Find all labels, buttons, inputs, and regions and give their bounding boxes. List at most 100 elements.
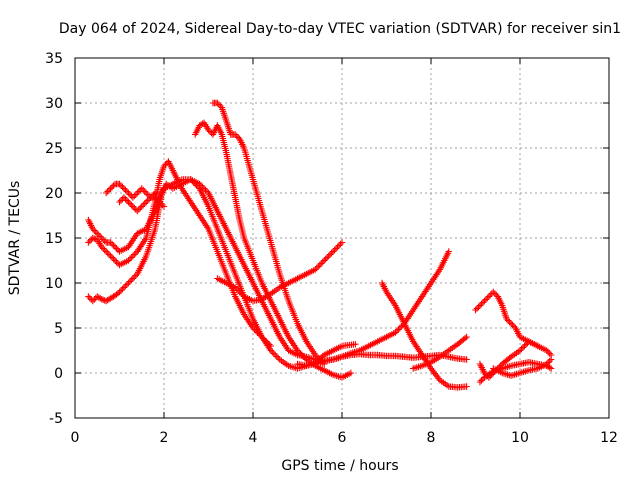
data-point [107,239,114,246]
series-arc7 [209,99,328,368]
data-point [187,176,194,183]
data-point [232,284,239,291]
data-point [159,201,166,209]
data-point [147,194,154,201]
data-point [116,180,123,188]
data-point [205,126,212,134]
y-tick-label: 20 [45,186,63,202]
data-point [126,200,134,207]
data-point [138,185,145,192]
data-point [194,183,202,191]
data-point [297,350,304,357]
data-point [143,198,150,206]
data-point [140,201,147,209]
series-arc3 [85,176,359,372]
data-point [138,203,145,210]
data-point [129,203,137,210]
data-point [131,192,138,200]
data-point [321,257,328,264]
data-point [316,261,323,269]
data-point [122,195,129,203]
y-tick-label: 25 [45,141,63,157]
data-point [91,227,98,234]
data-point [479,375,487,383]
data-point [154,197,162,204]
data-point [114,290,122,297]
data-point [117,197,125,204]
data-point [331,246,338,254]
data-point [193,182,200,189]
data-point [490,288,497,296]
data-point [97,295,104,302]
data-point [534,342,541,350]
series-arc12 [472,288,555,359]
data-point [544,348,552,356]
series-arc10 [378,279,470,391]
data-point [113,258,120,266]
data-point [543,347,550,354]
data-point [141,188,148,195]
data-point [481,297,488,305]
data-point [143,189,150,197]
data-point [510,323,518,330]
data-point [117,287,125,294]
data-point [116,198,123,206]
data-point [110,255,117,263]
x-tick-label: 0 [71,430,80,446]
data-point [131,273,138,281]
data-point [398,323,405,330]
data-point [132,272,140,279]
data-point [313,264,320,272]
data-point [319,258,326,266]
data-point [120,185,128,192]
data-point [188,177,196,185]
data-point [521,342,528,350]
data-point [129,194,137,201]
data-point [522,341,530,348]
data-point [89,234,96,242]
series-arc6 [191,119,355,381]
data-point [518,345,525,353]
data-point [102,248,110,255]
data-point [108,240,116,248]
x-tick-labels: 0 2 4 6 8 10 12 [71,430,618,446]
data-point [140,186,147,194]
data-point [328,249,335,257]
y-tick-label: -5 [49,411,63,427]
data-point [132,191,140,198]
data-point [487,291,494,299]
data-point [92,228,99,236]
data-point [137,204,144,212]
data-point [98,296,105,303]
data-point [150,191,157,198]
data-point [126,191,134,198]
data-point [94,230,101,237]
data-point [493,291,500,299]
data-point [479,299,487,306]
data-point [110,242,117,249]
x-tick-label: 2 [160,430,169,446]
data-point [392,329,399,336]
data-point [135,206,142,213]
data-point [128,201,135,209]
data-point [215,101,223,108]
data-points [85,99,555,391]
data-point [506,318,513,326]
data-point [110,182,117,189]
data-point [162,161,169,168]
data-point [89,225,96,233]
data-point [393,327,401,335]
data-point [99,245,107,252]
data-point [323,254,331,261]
x-tick-label: 12 [600,430,618,446]
data-point [131,204,138,212]
data-point [233,132,240,140]
data-point [472,306,479,314]
data-point [123,188,131,195]
data-point [206,128,214,135]
data-point [275,354,282,362]
data-point [232,131,239,138]
data-point [125,257,132,264]
data-point [151,189,159,197]
data-point [544,359,552,366]
